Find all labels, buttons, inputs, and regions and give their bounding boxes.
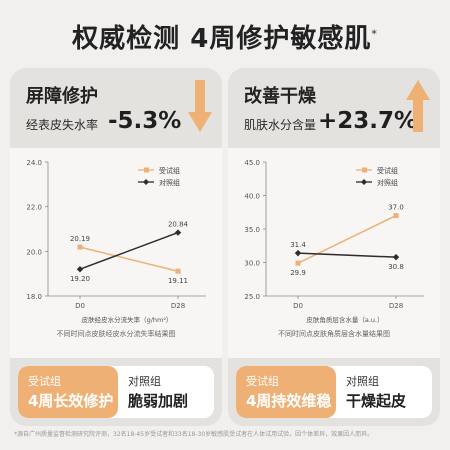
test-group-label: 受试组 bbox=[246, 375, 279, 388]
result-pill: 受试组 4周持效维稳 对照组 干燥起皮 bbox=[236, 366, 432, 418]
data-label: 30.8 bbox=[388, 263, 404, 271]
y-tick-label: 25.0 bbox=[244, 293, 260, 301]
data-point bbox=[392, 253, 400, 261]
data-label: 29.9 bbox=[290, 269, 306, 277]
control-group-label: 对照组 bbox=[346, 375, 379, 388]
x-axis-label: 皮肤经皮水分流失率（g/hm²） bbox=[82, 315, 173, 324]
control-group-result: 干燥起皮 bbox=[346, 392, 407, 410]
arrow-down-icon bbox=[188, 80, 212, 132]
result-pill: 受试组 4周长效修护 对照组 脆弱加剧 bbox=[18, 366, 214, 418]
test-group-label: 受试组 bbox=[28, 375, 61, 388]
data-label: 20.19 bbox=[70, 235, 90, 243]
test-group-result: 4周长效修护 bbox=[28, 392, 114, 410]
data-label: 31.4 bbox=[290, 241, 306, 249]
series-line bbox=[297, 214, 397, 264]
legend-marker bbox=[144, 167, 149, 173]
card-heading: 屏障修护 bbox=[26, 86, 98, 107]
data-label: 37.0 bbox=[388, 204, 404, 212]
x-tick-label: D0 bbox=[75, 302, 85, 310]
card-subtitle: 肌肤水分含量 bbox=[244, 118, 317, 132]
data-label: 20.84 bbox=[168, 221, 189, 229]
legend-marker bbox=[143, 179, 149, 185]
card-value: +23.7% bbox=[318, 108, 418, 134]
page-title: 权威检测 4周修护敏感肌* bbox=[72, 24, 378, 54]
x-tick-label: D28 bbox=[171, 302, 185, 310]
data-point bbox=[393, 213, 399, 219]
chart-caption: 不同时间点皮肤经皮水分流失率结果图 bbox=[57, 329, 176, 338]
x-tick-label: D0 bbox=[293, 302, 303, 310]
control-group-result: 脆弱加剧 bbox=[128, 392, 189, 410]
moisture-card: 改善干燥 肌肤水分含量 +23.7% 45.0 40.0 35.0 30.0 25.0 D… bbox=[228, 68, 440, 426]
data-point bbox=[76, 266, 84, 273]
data-point bbox=[77, 244, 83, 250]
y-tick-label: 24.0 bbox=[26, 159, 42, 167]
series-line bbox=[297, 252, 397, 258]
line-chart: 24.0 22.0 20.0 18.0 D0 D28 皮肤经皮水分流失率（g/hm²） 不同时… bbox=[26, 159, 206, 338]
card-value: -5.3% bbox=[108, 108, 182, 134]
y-tick-label: 22.0 bbox=[26, 204, 42, 212]
y-tick-label: 45.0 bbox=[244, 159, 260, 167]
data-label: 19.11 bbox=[168, 277, 188, 285]
y-tick-label: 20.0 bbox=[26, 248, 42, 256]
arrow-up-icon bbox=[406, 80, 430, 132]
barrier-card: 屏障修护 经表皮失水率 -5.3% 24.0 22.0 20.0 18.0 D0 D28 皮… bbox=[10, 68, 222, 426]
y-tick-label: 35.0 bbox=[244, 226, 260, 234]
chart-caption: 不同时间点皮肤角质层含水量结果图 bbox=[278, 329, 390, 338]
legend-marker bbox=[361, 179, 367, 185]
legend-label: 对照组 bbox=[377, 178, 398, 187]
test-group-result: 4周持效维稳 bbox=[246, 392, 332, 410]
data-point bbox=[174, 229, 182, 236]
x-tick-label: D28 bbox=[389, 302, 403, 310]
legend-label: 对照组 bbox=[159, 178, 180, 187]
series-line bbox=[79, 231, 179, 270]
data-point bbox=[175, 268, 181, 274]
legend-marker bbox=[362, 167, 367, 173]
legend-label: 受试组 bbox=[159, 166, 180, 175]
chart-panel: 24.0 22.0 20.0 18.0 D0 D28 皮肤经皮水分流失率（g/hm²） 不同时… bbox=[10, 148, 222, 358]
control-group-label: 对照组 bbox=[128, 375, 161, 388]
x-axis-label: 皮肤角质层含水量（a.u.） bbox=[306, 315, 383, 324]
series-line bbox=[79, 246, 179, 272]
chart-panel: 45.0 40.0 35.0 30.0 25.0 D0 D28 皮肤角质层含水量（a.u.） 不… bbox=[228, 148, 440, 358]
line-chart: 45.0 40.0 35.0 30.0 25.0 D0 D28 皮肤角质层含水量（a.u.） 不… bbox=[244, 159, 424, 338]
card-subtitle: 经表皮失水率 bbox=[26, 118, 99, 132]
legend-label: 受试组 bbox=[377, 166, 398, 175]
data-point bbox=[294, 249, 302, 257]
y-tick-label: 30.0 bbox=[244, 260, 260, 268]
footnote: *源自广州质量监督检测研究院评测，32名18-45岁受试者和33名18-30岁敏… bbox=[14, 431, 374, 438]
data-point bbox=[295, 260, 301, 266]
card-heading: 改善干燥 bbox=[244, 86, 316, 107]
y-tick-label: 40.0 bbox=[244, 193, 260, 201]
data-label: 19.20 bbox=[70, 275, 90, 283]
y-tick-label: 18.0 bbox=[26, 293, 42, 301]
